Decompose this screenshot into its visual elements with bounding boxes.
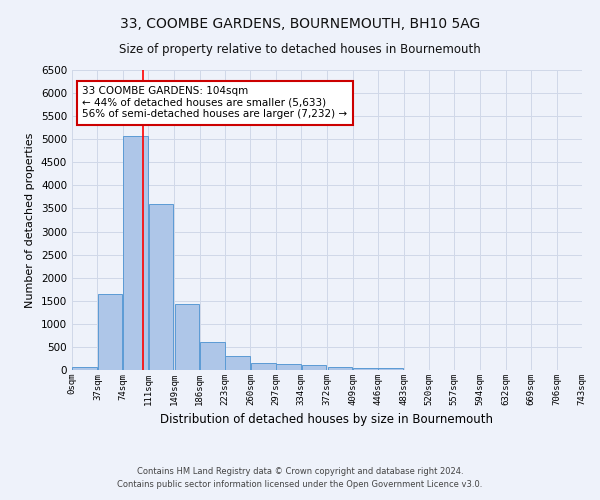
- Bar: [302, 366, 326, 370]
- Text: 33 COOMBE GARDENS: 104sqm
← 44% of detached houses are smaller (5,633)
56% of se: 33 COOMBE GARDENS: 104sqm ← 44% of detac…: [82, 86, 347, 120]
- Bar: [98, 294, 122, 370]
- Text: Size of property relative to detached houses in Bournemouth: Size of property relative to detached ho…: [119, 42, 481, 56]
- Bar: [200, 342, 225, 370]
- Text: Contains HM Land Registry data © Crown copyright and database right 2024.: Contains HM Land Registry data © Crown c…: [137, 467, 463, 476]
- Bar: [226, 356, 250, 370]
- Bar: [73, 366, 97, 370]
- Bar: [175, 304, 199, 370]
- Bar: [328, 368, 352, 370]
- Bar: [251, 362, 275, 370]
- Bar: [276, 364, 301, 370]
- Bar: [149, 204, 173, 370]
- Bar: [123, 136, 148, 370]
- Y-axis label: Number of detached properties: Number of detached properties: [25, 132, 35, 308]
- Text: 33, COOMBE GARDENS, BOURNEMOUTH, BH10 5AG: 33, COOMBE GARDENS, BOURNEMOUTH, BH10 5A…: [120, 18, 480, 32]
- Text: Contains public sector information licensed under the Open Government Licence v3: Contains public sector information licen…: [118, 480, 482, 489]
- Bar: [379, 368, 403, 370]
- Bar: [353, 368, 378, 370]
- X-axis label: Distribution of detached houses by size in Bournemouth: Distribution of detached houses by size …: [161, 414, 493, 426]
